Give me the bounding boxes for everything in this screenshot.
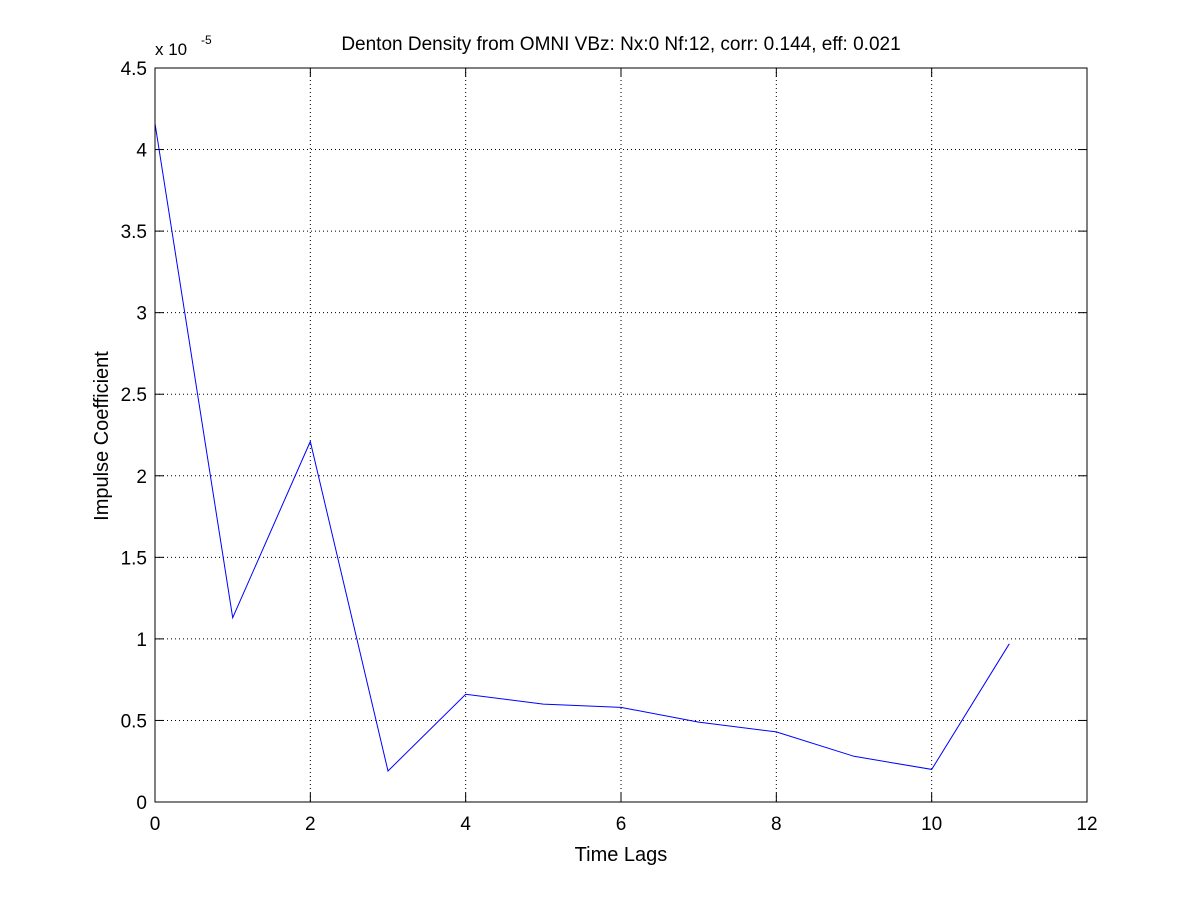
x-tick-label: 12 — [1076, 814, 1097, 835]
x-tick-label: 0 — [150, 814, 161, 835]
y-tick-label: 3 — [136, 304, 147, 325]
x-tick-labels: 0 2 4 6 8 10 12 — [150, 814, 1098, 835]
y-tick-label: 4 — [136, 141, 147, 162]
y-tick-label: 2 — [136, 467, 147, 488]
y-multiplier-base: x 10 — [155, 40, 187, 59]
plot-area — [155, 68, 1087, 802]
y-tick-label: 0.5 — [121, 711, 147, 732]
x-tick-label: 2 — [305, 814, 316, 835]
chart-title: Denton Density from OMNI VBz: Nx:0 Nf:12… — [341, 34, 900, 55]
x-tick-label: 4 — [460, 814, 471, 835]
y-tick-label: 1 — [136, 630, 147, 651]
y-tick-label: 0 — [136, 793, 147, 814]
grid-lines — [155, 68, 1087, 802]
y-multiplier-exponent: -5 — [201, 33, 212, 47]
x-tick-label: 8 — [771, 814, 782, 835]
y-tick-label: 3.5 — [121, 222, 147, 243]
x-axis-label: Time Lags — [575, 844, 668, 866]
y-tick-label: 1.5 — [121, 548, 147, 569]
y-tick-label: 2.5 — [121, 385, 147, 406]
tick-marks — [154, 67, 1088, 803]
x-tick-label: 10 — [921, 814, 942, 835]
x-tick-label: 6 — [616, 814, 627, 835]
series-layer — [154, 123, 1010, 772]
y-tick-labels: 0 0.5 1 1.5 2 2.5 3 3.5 4 4.5 — [121, 59, 148, 814]
series-line — [154, 123, 1010, 772]
y-tick-label: 4.5 — [121, 59, 147, 80]
y-axis-label: Impulse Coefficient — [91, 351, 113, 521]
